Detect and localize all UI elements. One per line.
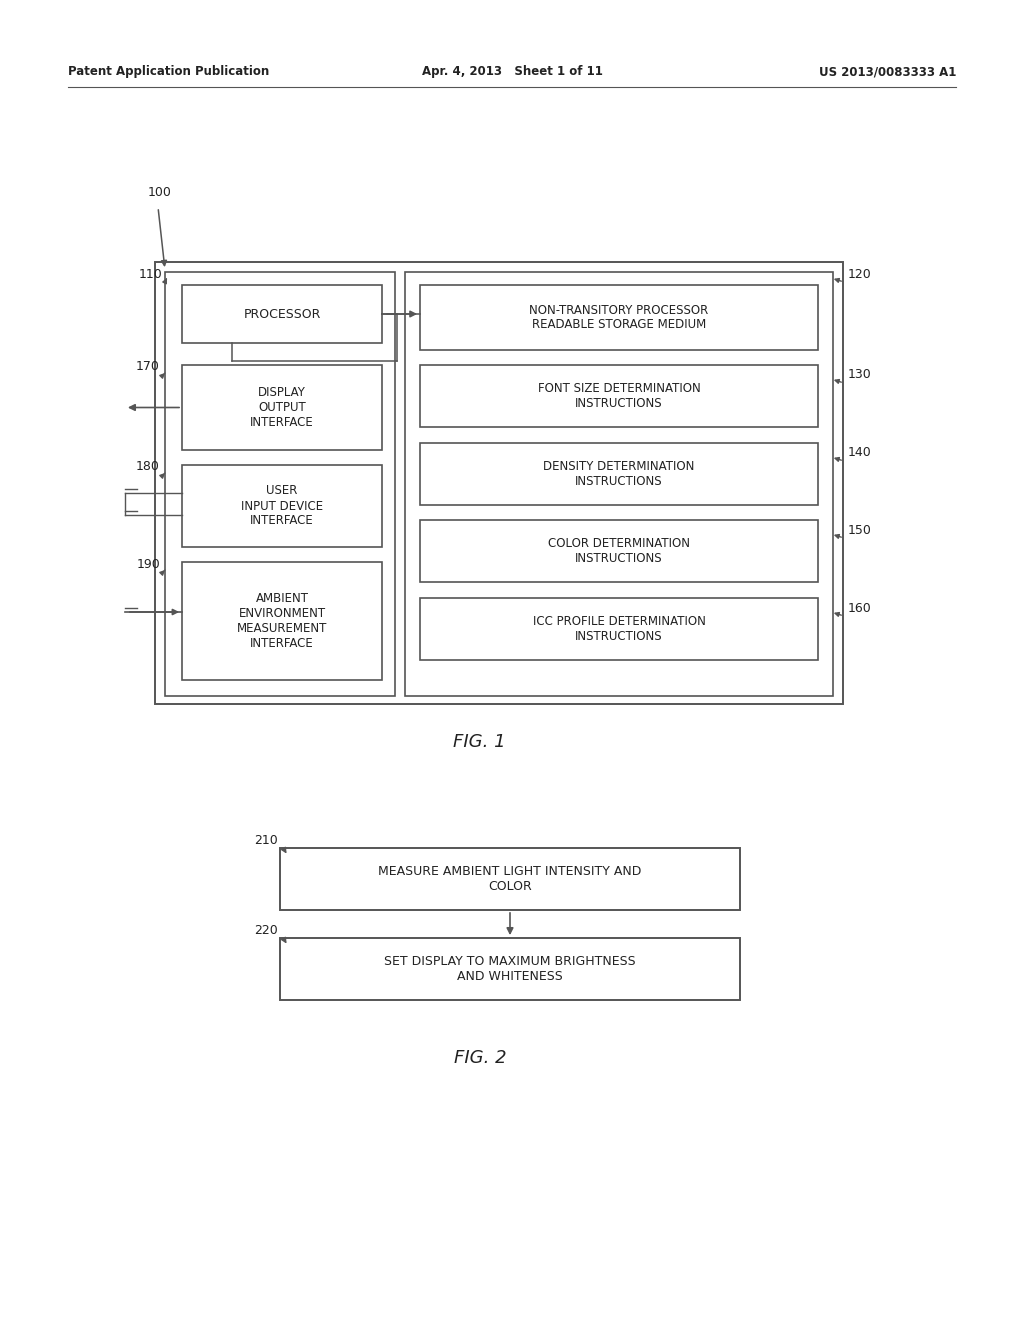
Text: USER
INPUT DEVICE
INTERFACE: USER INPUT DEVICE INTERFACE [241, 484, 323, 528]
Bar [182, 562, 382, 680]
Text: Apr. 4, 2013   Sheet 1 of 11: Apr. 4, 2013 Sheet 1 of 11 [422, 66, 602, 78]
Text: COLOR DETERMINATION
INSTRUCTIONS: COLOR DETERMINATION INSTRUCTIONS [548, 537, 690, 565]
Text: 170: 170 [136, 360, 160, 374]
Text: 130: 130 [848, 368, 871, 381]
Text: FONT SIZE DETERMINATION
INSTRUCTIONS: FONT SIZE DETERMINATION INSTRUCTIONS [538, 381, 700, 411]
Text: 220: 220 [254, 924, 278, 936]
Bar [165, 272, 395, 696]
Text: MEASURE AMBIENT LIGHT INTENSITY AND
COLOR: MEASURE AMBIENT LIGHT INTENSITY AND COLO… [378, 865, 642, 894]
Text: ICC PROFILE DETERMINATION
INSTRUCTIONS: ICC PROFILE DETERMINATION INSTRUCTIONS [532, 615, 706, 643]
Bar [182, 285, 382, 343]
Text: FIG. 2: FIG. 2 [454, 1049, 506, 1067]
Text: 180: 180 [136, 461, 160, 474]
Bar [420, 520, 818, 582]
Bar [406, 272, 833, 696]
Bar [420, 366, 818, 426]
Text: NON-TRANSITORY PROCESSOR
READABLE STORAGE MEDIUM: NON-TRANSITORY PROCESSOR READABLE STORAG… [529, 304, 709, 331]
Text: SET DISPLAY TO MAXIMUM BRIGHTNESS
AND WHITENESS: SET DISPLAY TO MAXIMUM BRIGHTNESS AND WH… [384, 954, 636, 983]
Bar [182, 366, 382, 450]
Text: DISPLAY
OUTPUT
INTERFACE: DISPLAY OUTPUT INTERFACE [250, 385, 314, 429]
Text: 160: 160 [848, 602, 871, 615]
Text: FIG. 1: FIG. 1 [453, 733, 505, 751]
Text: PROCESSOR: PROCESSOR [244, 308, 321, 321]
Bar [420, 444, 818, 506]
Text: 210: 210 [254, 833, 278, 846]
Text: 190: 190 [136, 557, 160, 570]
Bar [155, 261, 843, 704]
Text: 140: 140 [848, 446, 871, 459]
Bar [280, 939, 740, 1001]
Text: 120: 120 [848, 268, 871, 281]
Text: Patent Application Publication: Patent Application Publication [68, 66, 269, 78]
Text: AMBIENT
ENVIRONMENT
MEASUREMENT
INTERFACE: AMBIENT ENVIRONMENT MEASUREMENT INTERFAC… [237, 591, 328, 649]
Text: 110: 110 [138, 268, 162, 281]
Text: 150: 150 [848, 524, 871, 536]
Text: US 2013/0083333 A1: US 2013/0083333 A1 [818, 66, 956, 78]
Bar [182, 465, 382, 546]
Bar [420, 598, 818, 660]
Bar [420, 285, 818, 350]
Bar [280, 847, 740, 909]
Text: 100: 100 [148, 186, 172, 198]
Text: DENSITY DETERMINATION
INSTRUCTIONS: DENSITY DETERMINATION INSTRUCTIONS [544, 459, 694, 488]
